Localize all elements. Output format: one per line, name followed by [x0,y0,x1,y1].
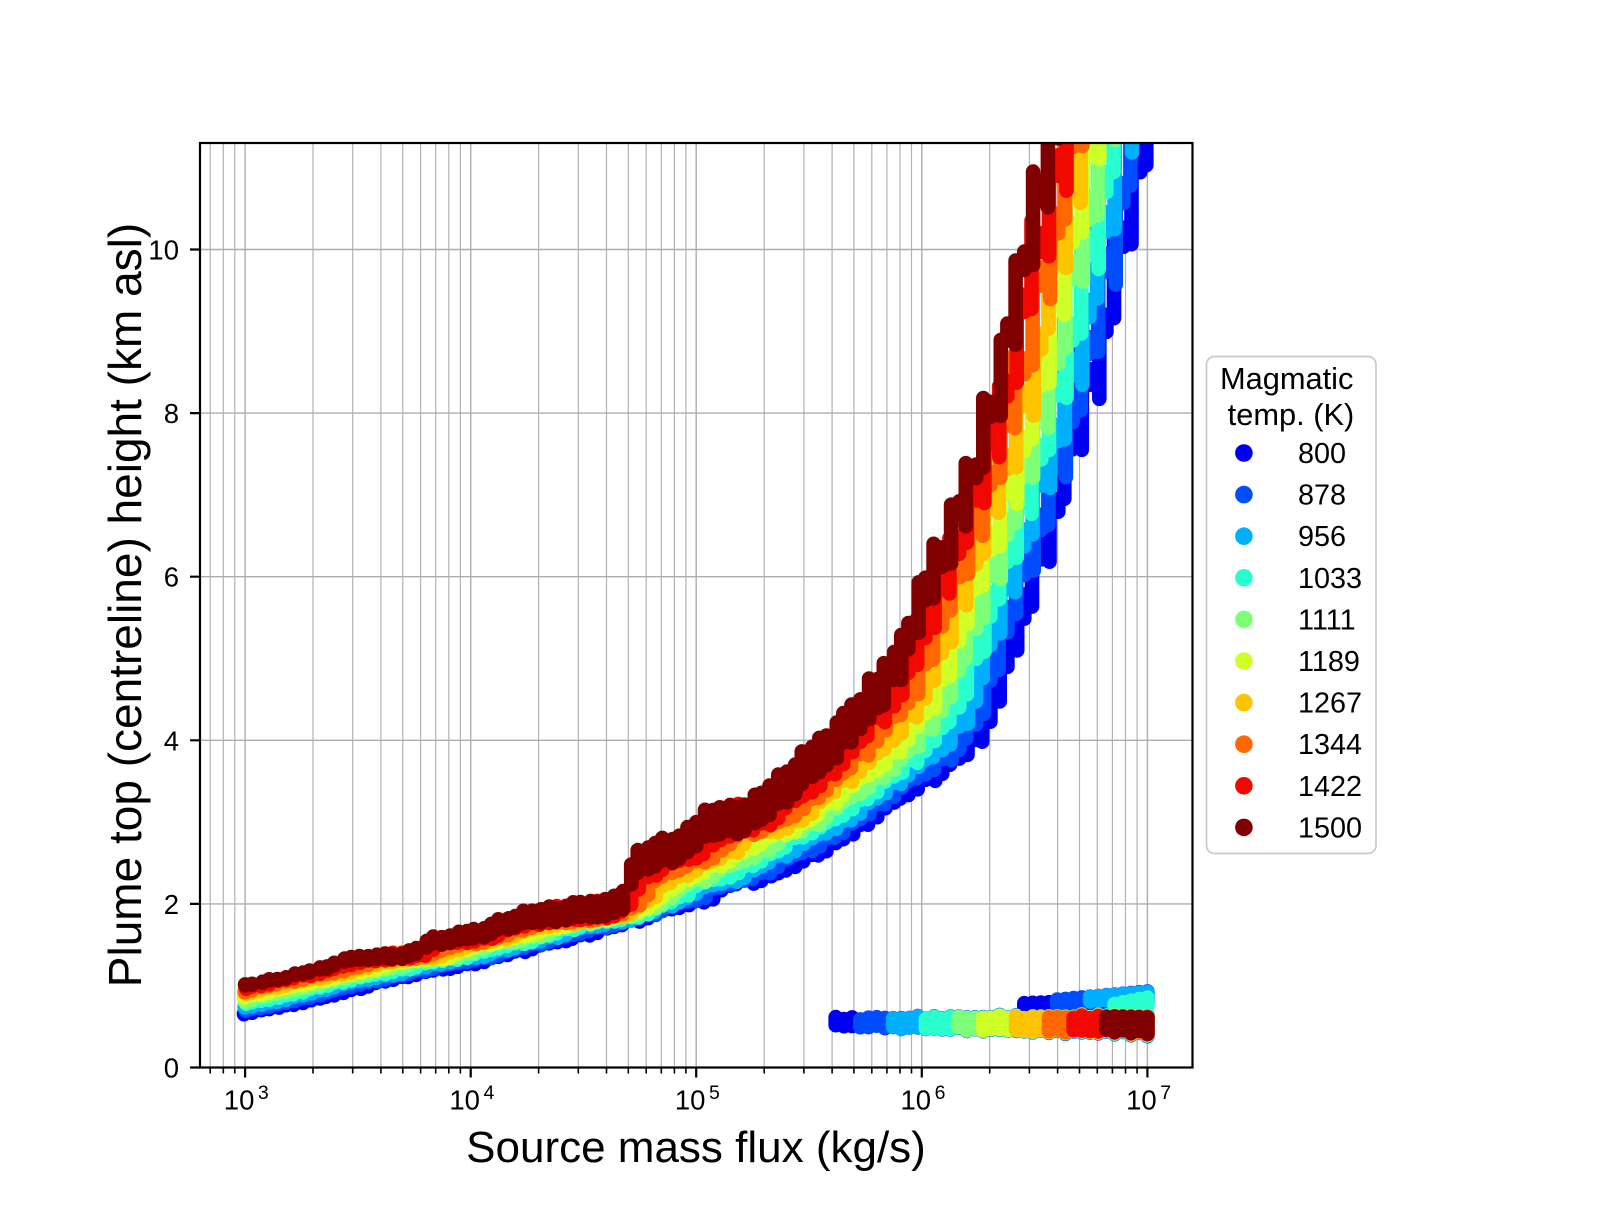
svg-text:Magmatic: Magmatic [1220,361,1354,396]
svg-text:1111: 1111 [1298,604,1356,636]
svg-text:Source mass flux (kg/s): Source mass flux (kg/s) [466,1123,926,1172]
svg-text:3: 3 [258,1082,269,1104]
svg-text:4: 4 [164,725,179,756]
svg-text:1267: 1267 [1298,688,1362,720]
svg-text:10: 10 [901,1085,932,1116]
svg-text:10: 10 [449,1085,480,1116]
svg-text:10: 10 [675,1085,706,1116]
svg-text:Plume top (centreline) height: Plume top (centreline) height (km asl) [99,223,151,987]
svg-text:1422: 1422 [1298,771,1362,803]
svg-text:878: 878 [1298,480,1346,512]
svg-text:10: 10 [148,235,179,266]
svg-text:1033: 1033 [1298,563,1362,595]
svg-text:5: 5 [709,1082,720,1104]
svg-text:8: 8 [164,398,179,429]
svg-text:0: 0 [164,1053,179,1084]
svg-text:956: 956 [1298,521,1346,553]
svg-text:6: 6 [935,1082,946,1104]
svg-text:10: 10 [224,1085,255,1116]
svg-text:6: 6 [164,562,179,593]
svg-text:1189: 1189 [1298,646,1360,678]
svg-text:4: 4 [484,1082,495,1104]
svg-text:7: 7 [1160,1082,1171,1104]
svg-text:2: 2 [164,889,179,920]
svg-text:1500: 1500 [1298,812,1362,844]
svg-text:10: 10 [1126,1085,1157,1116]
svg-text:800: 800 [1298,438,1346,470]
svg-text:temp. (K): temp. (K) [1228,397,1355,432]
svg-text:1344: 1344 [1298,729,1362,761]
